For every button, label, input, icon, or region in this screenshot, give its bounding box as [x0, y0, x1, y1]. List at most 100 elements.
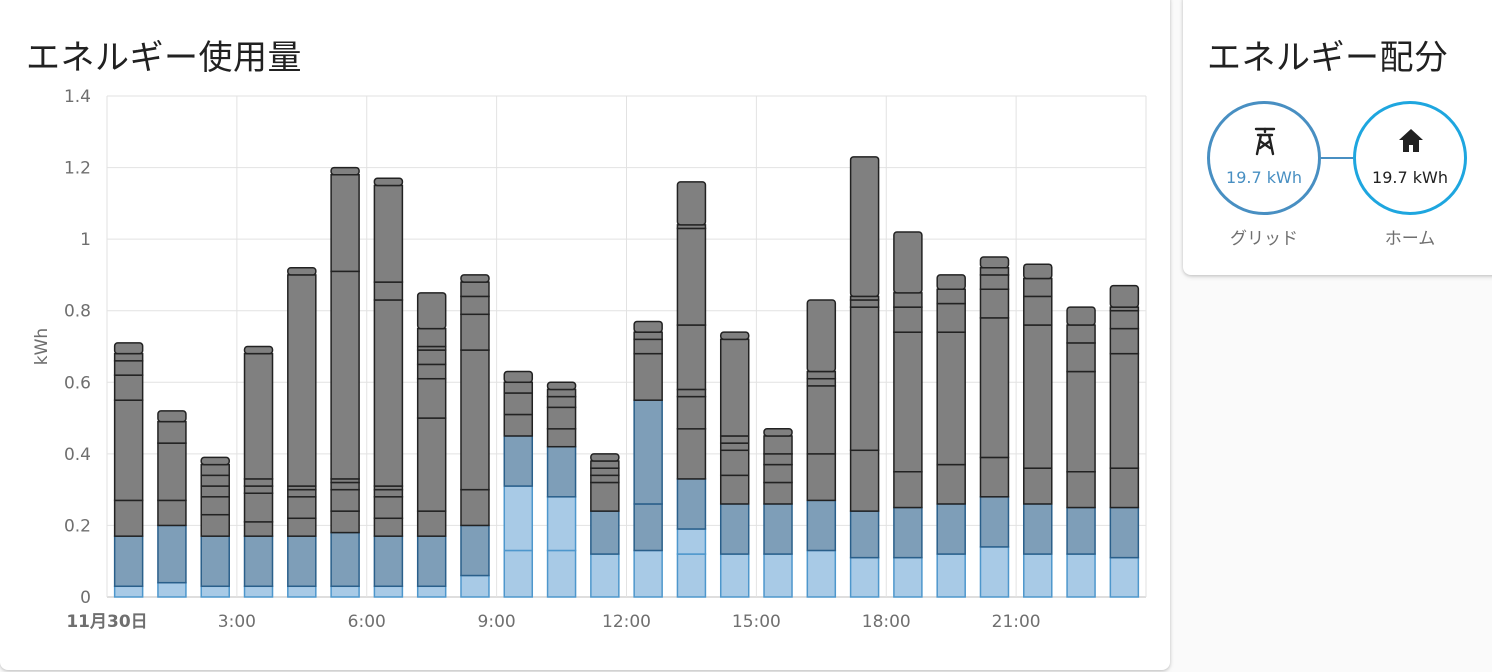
bar-segment [416, 417, 447, 512]
grid-node[interactable]: 19.7 kWh [1207, 101, 1321, 215]
bar-segment [719, 338, 750, 437]
bar-segment [243, 478, 274, 487]
bar-segment [719, 435, 750, 444]
bar-segment [243, 345, 274, 355]
bar-segment [893, 231, 923, 294]
bar-segment [979, 256, 1010, 269]
bar-segment [373, 184, 404, 283]
bar-segment [1023, 263, 1053, 280]
bar-segment [936, 463, 966, 505]
bar-segment [546, 549, 577, 598]
bar-segment [373, 535, 404, 588]
bar-segment [590, 453, 620, 462]
bar-segment [243, 521, 274, 537]
bar-segment [460, 524, 490, 577]
bar-segment [1023, 295, 1053, 326]
transmission-tower-icon [1254, 127, 1276, 156]
bar-segment [113, 352, 144, 362]
bar-segment [676, 324, 707, 391]
bar-segment [1066, 342, 1096, 373]
bar-segment [763, 435, 793, 455]
energy-usage-chart[interactable]: 0 0.2 0.4 0.6 0.8 1 1.2 1.4 11月30日 3:00 6:00 9:00 12… [0, 0, 1170, 664]
bar-segment [200, 456, 230, 466]
y-axis-label: kWh [32, 328, 52, 365]
bar-segment [157, 524, 187, 584]
bar-segment [416, 327, 447, 348]
bar-segment [243, 485, 274, 494]
bar-segment [200, 474, 230, 487]
bar-segment [936, 302, 966, 333]
bar-segment [1109, 284, 1140, 308]
bar-segment [546, 388, 577, 398]
y-tick-label: 0.8 [64, 302, 91, 322]
bar-segment [157, 499, 187, 527]
bar-segment [503, 413, 534, 437]
bar-segment [1066, 506, 1096, 555]
bar-segment [676, 227, 707, 326]
bar-segment [633, 399, 663, 505]
bar-segment [200, 513, 230, 537]
bar-segment [719, 553, 750, 598]
bar-segment [979, 317, 1010, 459]
bar-segment [1109, 506, 1140, 559]
bar-segment [330, 510, 360, 534]
bar-segment [373, 517, 404, 537]
bar-segment [373, 585, 404, 598]
bar-segment [590, 460, 620, 469]
home-label: ホーム [1384, 229, 1436, 249]
bar-segment [503, 549, 534, 598]
bar-segment [719, 449, 750, 477]
y-tick-label: 0 [80, 588, 91, 608]
bar-segment [849, 449, 880, 512]
bar-segment [763, 481, 793, 505]
bar-segment [113, 499, 144, 537]
x-tick-label: 18:00 [862, 612, 911, 632]
bar-segment [373, 177, 404, 187]
bar-segment [416, 363, 447, 380]
bar-segment [1023, 503, 1053, 555]
bar-segment [849, 556, 880, 598]
bar-segment [330, 270, 360, 480]
bar-segment [806, 385, 837, 455]
bar-segment [1066, 370, 1096, 473]
bar-segment [546, 445, 577, 498]
bar-segment [243, 585, 274, 598]
bar-segment [200, 496, 230, 516]
bar-segment [460, 488, 490, 527]
home-node[interactable]: 19.7 kWh [1353, 101, 1467, 215]
bar-segment [893, 506, 923, 559]
bar-segment [1109, 556, 1140, 598]
bar-segment [546, 381, 577, 391]
bar-segment [590, 481, 620, 512]
bar-segment [806, 377, 837, 387]
bar-segment [157, 410, 187, 423]
x-tick-label: 9:00 [478, 612, 516, 632]
grid-to-home-flow-line [1321, 157, 1353, 159]
bar-segment [633, 320, 663, 333]
x-tick-label: 21:00 [992, 612, 1041, 632]
bar-segment [200, 463, 230, 477]
y-tick-label: 0.4 [64, 445, 91, 465]
bar-segment [979, 496, 1010, 548]
bar-segment [373, 496, 404, 520]
bar-segment [936, 274, 966, 290]
bar-segment [373, 299, 404, 487]
bar-segment [287, 496, 317, 520]
bar-segment [460, 274, 490, 283]
bar-segment [546, 496, 577, 552]
bar-segment [287, 517, 317, 537]
bar-segment [157, 442, 187, 502]
energy-distribution-card: エネルギー配分 19.7 kWh 19.7 kWh グリッド ホーム [1183, 0, 1492, 275]
bar-segment [416, 349, 447, 366]
bar-segment [849, 299, 880, 308]
bar-segment [719, 442, 750, 452]
bar-segment [416, 510, 447, 537]
bar-segment [330, 481, 360, 491]
bar-segment [590, 510, 620, 555]
bar-segment [113, 360, 144, 376]
bar-segment [460, 313, 490, 351]
bar-segment [590, 553, 620, 598]
bar-segment [546, 395, 577, 409]
bar-segment [330, 173, 360, 273]
x-tick-label: 6:00 [348, 612, 386, 632]
